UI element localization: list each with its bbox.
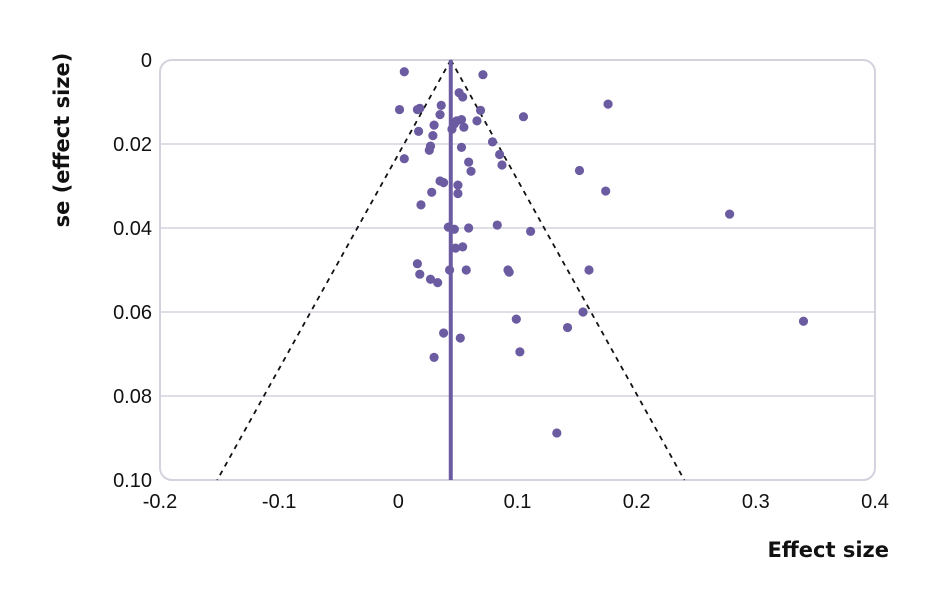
study-point	[428, 131, 438, 141]
study-point	[464, 223, 474, 233]
study-point	[487, 137, 498, 147]
study-point	[574, 165, 585, 176]
x-tick-label: 0.2	[623, 491, 651, 513]
study-point	[562, 322, 573, 333]
y-axis-title: se (effect size)	[50, 53, 74, 228]
study-point	[495, 149, 505, 160]
study-point	[399, 67, 409, 77]
study-point	[458, 242, 468, 252]
study-point	[466, 166, 476, 176]
study-point	[478, 70, 488, 80]
y-tick-label: 0.04	[113, 218, 152, 240]
study-point	[439, 328, 449, 338]
horizontal-gridlines	[160, 143, 875, 397]
x-tick-labels: -0.2 -0.1 0 0.1 0.2 0.3 0.4	[143, 491, 889, 513]
study-point	[725, 209, 735, 219]
x-tick-label: 0.1	[504, 491, 532, 513]
study-point	[394, 104, 405, 115]
study-point	[453, 180, 463, 190]
study-point	[492, 220, 502, 230]
study-point	[455, 333, 465, 343]
study-point	[459, 122, 469, 132]
study-point	[456, 142, 467, 152]
funnel-upper-boundary	[449, 59, 686, 481]
study-point	[427, 187, 437, 197]
study-point	[425, 274, 436, 284]
y-tick-label: 0.10	[113, 470, 152, 492]
study-point	[458, 92, 468, 102]
study-point	[578, 307, 588, 317]
y-tick-label: 0.06	[113, 302, 152, 324]
study-point	[798, 316, 809, 326]
study-point	[461, 265, 471, 275]
study-point	[412, 259, 422, 269]
study-point	[511, 314, 521, 324]
study-point	[424, 145, 434, 155]
x-tick-label: 0.4	[861, 491, 889, 513]
y-tick-label: 0.08	[113, 386, 152, 408]
funnel-boundary	[216, 59, 686, 481]
study-point	[453, 188, 463, 199]
y-tick-labels: 0 0.02 0.04 0.06 0.08 0.10	[113, 50, 152, 492]
study-point	[472, 116, 482, 126]
study-point	[603, 99, 613, 109]
study-points	[394, 67, 809, 438]
study-point	[552, 428, 562, 438]
study-point	[584, 265, 594, 275]
x-tick-label: -0.1	[262, 491, 296, 513]
study-point	[429, 352, 439, 362]
x-tick-label: -0.2	[143, 491, 177, 513]
study-point	[439, 178, 449, 188]
study-point	[429, 120, 439, 130]
study-point	[399, 154, 409, 164]
study-point	[464, 157, 474, 167]
x-tick-label: 0	[393, 491, 404, 513]
plot-frame	[159, 59, 876, 481]
y-tick-label: 0	[141, 50, 152, 72]
study-point	[412, 104, 422, 115]
x-tick-label: 0.3	[742, 491, 770, 513]
study-point	[436, 100, 446, 110]
study-point	[475, 105, 486, 115]
study-point	[450, 243, 461, 253]
study-point	[497, 160, 507, 170]
study-point	[518, 112, 529, 122]
study-point	[413, 126, 424, 136]
x-axis-title: Effect size	[767, 538, 889, 562]
study-point	[601, 186, 611, 196]
study-point	[435, 110, 445, 120]
funnel-lower-boundary	[216, 59, 452, 481]
y-tick-label: 0.02	[113, 134, 152, 156]
study-point	[416, 200, 426, 210]
study-point	[504, 267, 514, 277]
study-point	[526, 226, 536, 236]
study-point	[515, 347, 525, 357]
study-point	[433, 278, 443, 288]
study-point	[415, 269, 425, 279]
